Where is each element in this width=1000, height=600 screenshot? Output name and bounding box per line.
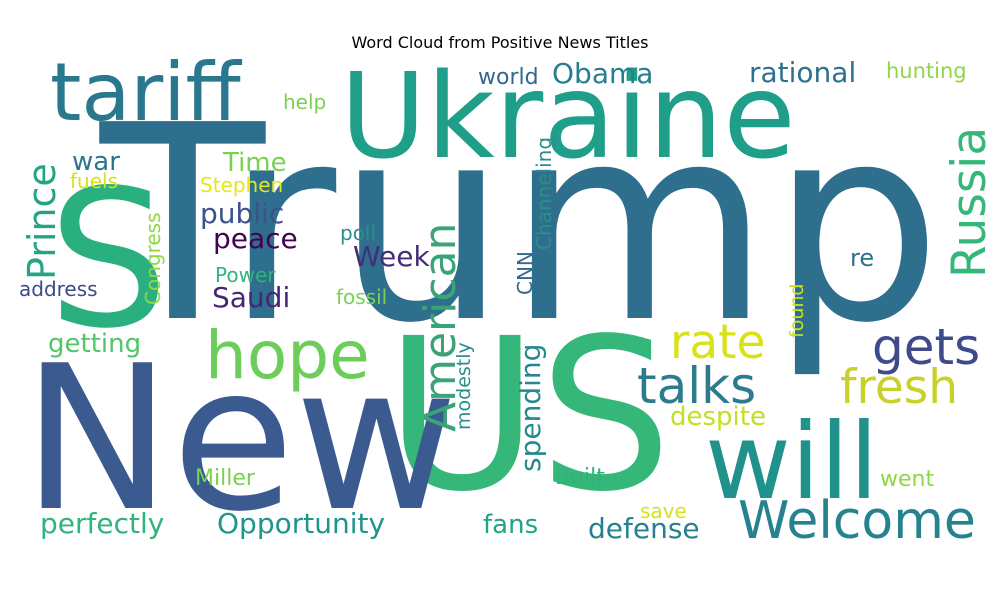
word-fresh: fresh	[840, 360, 958, 415]
word-cnn: CNN	[513, 251, 537, 295]
chart-title: Word Cloud from Positive News Titles	[351, 33, 649, 52]
word-found: found	[786, 284, 808, 338]
word-re: re	[850, 244, 874, 272]
word-defense: defense	[588, 512, 700, 545]
word-ukraine: Ukraine	[340, 47, 796, 185]
word-help: help	[283, 90, 326, 114]
word-hope: hope	[205, 317, 370, 394]
word-american: American	[415, 223, 466, 432]
word-tariff: tariff	[50, 46, 243, 139]
word-peace: peace	[213, 222, 298, 255]
word-miller: Miller	[195, 466, 256, 491]
word-fuels: fuels	[70, 169, 118, 193]
word-public: public	[200, 197, 284, 230]
word-hunting: hunting	[886, 59, 967, 83]
word-trump: Trump	[96, 67, 942, 382]
word-russia: Russia	[942, 127, 997, 278]
word-power: Power	[215, 263, 276, 287]
word-modestly: modestly	[453, 342, 475, 430]
word-address: address	[19, 277, 98, 301]
word-us: US	[385, 293, 672, 538]
word-gets: gets	[872, 318, 980, 376]
word-week: Week	[353, 240, 430, 273]
word-fans: fans	[483, 510, 538, 540]
word-talks: talks	[637, 357, 756, 415]
word-obama: Obama	[552, 57, 653, 90]
word-perfectly: perfectly	[40, 507, 164, 540]
word-went: went	[880, 467, 934, 492]
word-new: New	[22, 323, 458, 556]
word-built: Built	[555, 465, 605, 490]
word-world: world	[478, 65, 539, 90]
word-despite: despite	[670, 402, 766, 432]
word-prince: Prince	[20, 163, 64, 280]
word-rate: rate	[670, 315, 765, 370]
word-stephen: Stephen	[200, 173, 283, 197]
word-welcome: Welcome	[738, 491, 976, 551]
word-getting: getting	[48, 329, 141, 359]
word-s: S	[48, 149, 169, 370]
word-war: war	[72, 147, 120, 177]
word-time: Time	[222, 148, 287, 178]
word-channeling: Channeling	[532, 137, 556, 250]
word-save: save	[640, 499, 687, 523]
word-congress: Congress	[141, 213, 165, 306]
word-fossil: fossil	[336, 285, 387, 309]
word-will: will	[705, 401, 878, 523]
word-poll: poll	[340, 221, 376, 245]
word-rational: rational	[749, 56, 856, 89]
word-spending: spending	[514, 344, 547, 472]
word-saudi: Saudi	[212, 281, 290, 314]
word-opportunity: Opportunity	[217, 507, 385, 540]
